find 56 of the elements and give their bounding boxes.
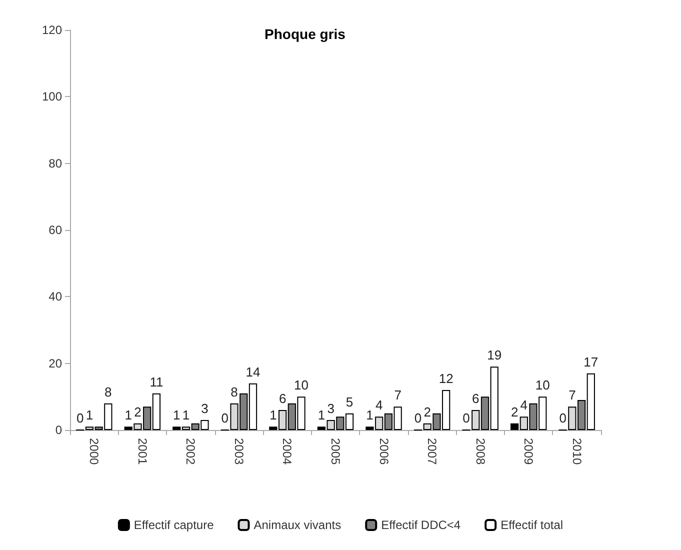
data-label: 19 (487, 348, 502, 363)
data-label: 7 (568, 388, 576, 403)
x-tick-label: 2003 (232, 438, 246, 466)
data-label: 14 (246, 364, 260, 380)
data-label: 4 (375, 398, 383, 413)
data-label: 6 (278, 391, 286, 406)
data-label: 8 (230, 384, 238, 400)
data-label: 2 (134, 404, 142, 420)
data-label: 7 (394, 388, 402, 403)
data-label: 0 (76, 410, 84, 426)
x-tick-label: 2006 (376, 438, 391, 466)
y-tick-label: 60 (48, 223, 62, 237)
data-label: 1 (182, 408, 190, 423)
chart-title: Phoque gris (264, 26, 346, 42)
x-tick-label: 2000 (87, 438, 102, 466)
data-label: 10 (294, 378, 308, 393)
x-tick-label: 2005 (328, 438, 342, 466)
data-label: 1 (366, 408, 374, 423)
y-tick-label: 40 (48, 290, 62, 304)
x-tick-label: 2010 (570, 438, 584, 466)
x-tick-label: 2001 (135, 438, 150, 466)
data-label: 2 (424, 404, 431, 420)
x-tick-label: 2002 (184, 438, 198, 466)
x-tick-label: 2007 (425, 438, 440, 466)
data-label: 0 (462, 410, 470, 426)
data-label: 0 (221, 410, 229, 426)
data-label: 6 (472, 391, 480, 406)
y-tick-label: 120 (42, 23, 62, 37)
data-label: 5 (346, 394, 354, 410)
y-tick-label: 80 (48, 156, 62, 170)
data-label: 11 (150, 374, 164, 390)
data-label: 8 (104, 384, 112, 400)
x-tick-label: 2009 (522, 438, 536, 466)
y-tick-label: 100 (42, 90, 62, 104)
data-label: 4 (520, 398, 528, 413)
legend-label: Effectif total (500, 518, 564, 532)
y-tick-label: 0 (55, 423, 62, 437)
data-label: 1 (124, 408, 132, 423)
data-label: 1 (86, 408, 94, 423)
data-label: 0 (414, 410, 422, 426)
x-tick-label: 2008 (473, 438, 488, 466)
y-tick-label: 20 (48, 356, 62, 370)
data-label: 0 (559, 410, 566, 426)
data-label: 1 (318, 408, 326, 423)
legend-label: Effectif DDC<4 (381, 518, 461, 532)
data-label: 10 (535, 378, 550, 393)
data-label: 2 (510, 404, 518, 420)
legend-label: Effectif capture (134, 518, 214, 532)
data-label: 3 (327, 401, 334, 416)
data-label: 3 (201, 401, 208, 416)
legend-label: Animaux vivants (254, 518, 342, 532)
data-label: 1 (270, 408, 277, 423)
data-label: 12 (438, 371, 454, 386)
data-label: 17 (584, 354, 598, 370)
x-tick-label: 2004 (280, 438, 294, 466)
data-label: 1 (173, 408, 180, 423)
